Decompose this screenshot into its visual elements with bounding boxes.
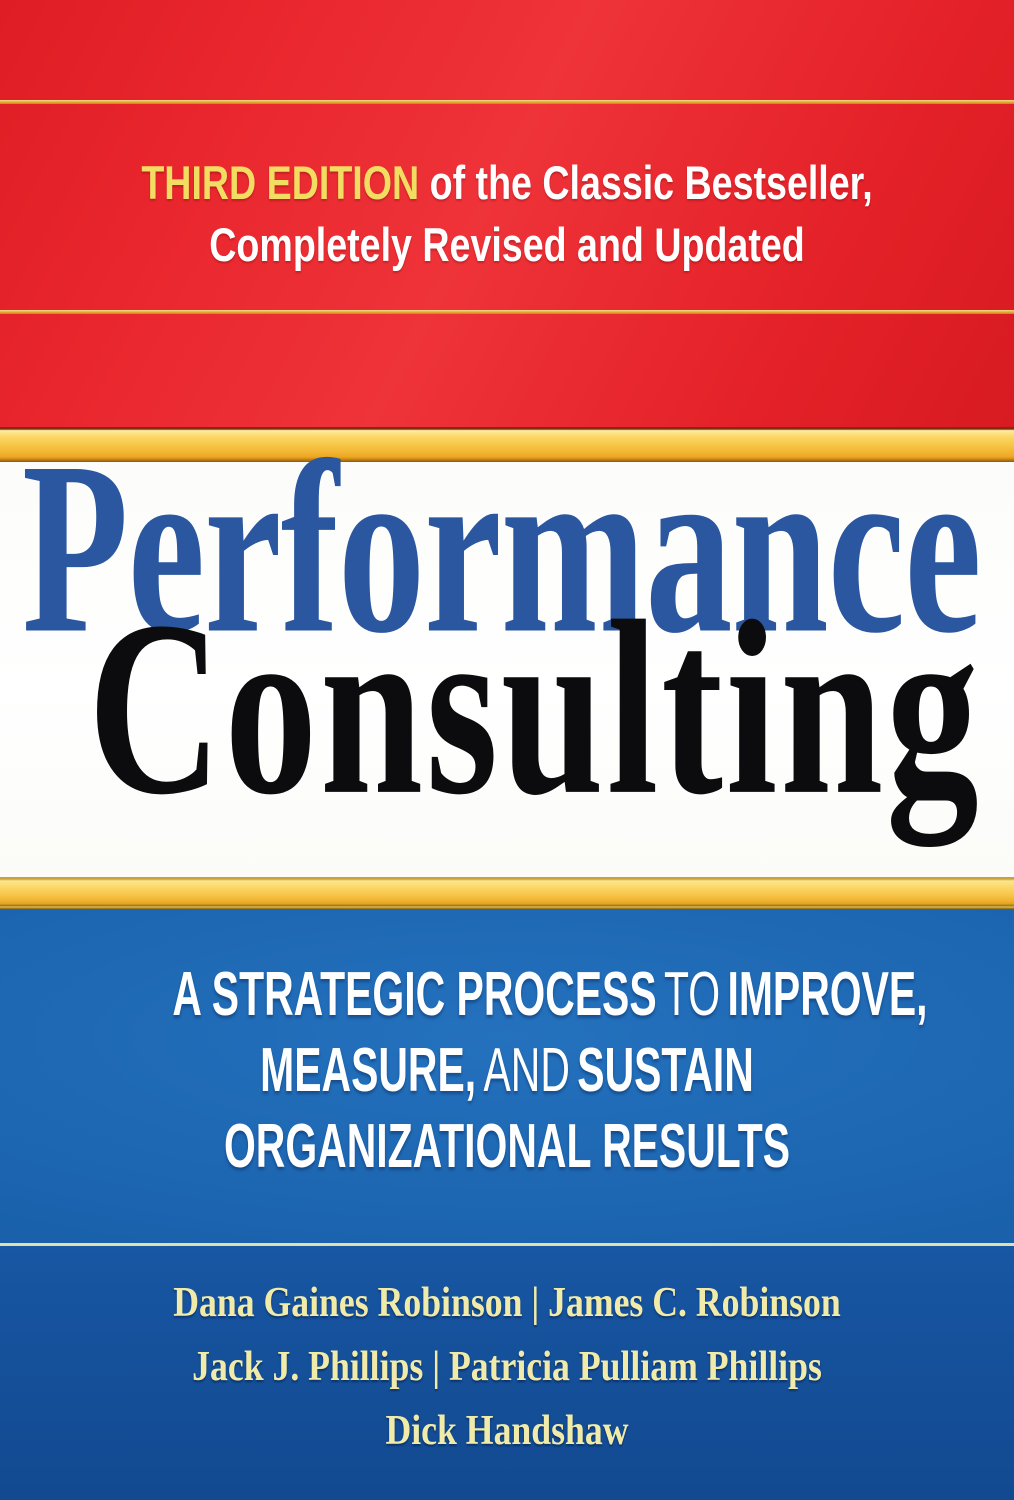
red-header-band [0,0,1014,427]
author-line-2: Jack J. Phillips | Patricia Pulliam Phil… [192,1344,822,1390]
author-separator-line [0,1243,1014,1246]
gold-pinstripe-middle [0,310,1014,314]
title-word-consulting: Consulting [88,570,982,848]
subtitle-l1-light: TO [664,960,721,1029]
gold-band-lower [0,877,1014,910]
subtitle-line-2: MEASURE, AND SUSTAIN [172,1033,841,1109]
title-word-performance: Performance [22,411,982,684]
gold-pinstripe-top [0,100,1014,104]
subtitle-l2-bold-2: SUSTAIN [577,1036,754,1105]
tagline-line-2: Completely Revised and Updated [209,218,805,271]
author-names: Dana Gaines Robinson | James C. Robinson… [0,1271,1014,1463]
subtitle-l2-light: AND [483,1036,570,1105]
subtitle: A STRATEGIC PROCESS TO IMPROVE, MEASURE, AN… [0,957,1014,1185]
subtitle-l2-bold-1: MEASURE, [260,1036,477,1105]
tagline-line-1-rest: of the Classic Bestseller, [419,156,873,209]
author-line-3: Dick Handshaw [385,1408,629,1454]
subtitle-l1-bold-2: IMPROVE, [727,960,928,1029]
gold-band-upper [0,427,1014,462]
subtitle-l1-bold-1: A STRATEGIC PROCESS [172,960,657,1029]
subtitle-panel [0,910,1014,1243]
subtitle-line-1: A STRATEGIC PROCESS TO IMPROVE, [172,957,927,1033]
edition-tagline: THIRD EDITION of the Classic Bestseller,… [0,152,1014,276]
subtitle-line-3: ORGANIZATIONAL RESULTS [223,1112,791,1181]
author-line-1: Dana Gaines Robinson | James C. Robinson [173,1280,841,1326]
title-background [0,462,1014,877]
author-panel [0,1246,1014,1500]
tagline-line-1: THIRD EDITION of the Classic Bestseller, [101,152,912,214]
tagline-edition-highlight: THIRD EDITION [141,156,420,209]
